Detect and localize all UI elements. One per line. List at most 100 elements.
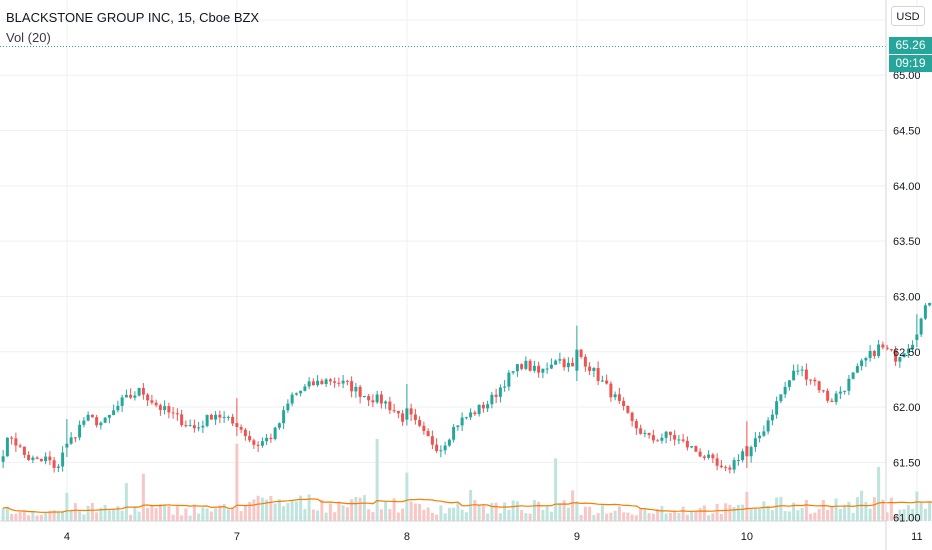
volume-bar — [31, 511, 35, 521]
candle-body — [214, 414, 218, 420]
volume-bar — [660, 506, 664, 521]
candle-body — [923, 305, 927, 319]
candle-body — [95, 417, 99, 426]
volume-ma-line — [3, 498, 932, 513]
candle-body — [498, 387, 502, 397]
volume-bar — [299, 495, 303, 521]
volume-bar — [558, 502, 562, 521]
volume-bar — [843, 505, 847, 521]
volume-bar — [401, 508, 405, 521]
volume-bar — [392, 498, 396, 521]
candle-body — [367, 396, 371, 401]
candle-body — [133, 395, 137, 398]
candle-body — [719, 465, 723, 468]
price-tick-label: 64.50 — [893, 126, 921, 138]
volume-bar — [515, 501, 519, 521]
candle-body — [490, 394, 494, 405]
candle-body — [435, 444, 439, 452]
candle-body — [775, 401, 779, 415]
candle-body — [418, 420, 422, 426]
volume-bar — [681, 506, 685, 521]
currency-button[interactable]: USD — [891, 6, 925, 26]
candle-body — [362, 396, 366, 398]
candle-body — [124, 394, 128, 398]
candle-body — [129, 394, 133, 398]
candle-body — [456, 425, 460, 428]
volume-bar — [673, 510, 677, 521]
candle-body — [779, 394, 783, 402]
volume-bar — [507, 509, 511, 521]
volume-bar — [146, 507, 150, 521]
volume-bar — [1, 507, 5, 521]
volume-bar — [702, 505, 706, 521]
candle-body — [758, 435, 762, 439]
volume-bar — [65, 492, 69, 521]
volume-bar — [583, 506, 587, 521]
candle-body — [61, 452, 65, 467]
volume-bar — [158, 504, 162, 521]
price-axis[interactable]: 61.00 61.50 62.00 62.50 63.00 63.50 64.00 64.50… — [893, 15, 921, 525]
price-tick-label: 65.00 — [893, 70, 921, 82]
candle-body — [226, 416, 230, 418]
volume-bar — [817, 509, 821, 521]
volume-bar — [524, 513, 528, 521]
volume-bar — [328, 503, 332, 521]
volume-bar — [749, 507, 753, 521]
candle-body — [371, 400, 375, 403]
volume-bar — [409, 501, 413, 521]
volume-bar — [222, 503, 226, 521]
volume-bar — [617, 506, 621, 521]
volume-bar — [566, 507, 570, 521]
candle-body — [919, 318, 923, 335]
time-tick-label: 11 — [911, 531, 922, 543]
volume-bar — [647, 513, 651, 521]
volume-bar — [694, 511, 698, 521]
candle-body — [749, 447, 753, 457]
candle-body — [379, 394, 383, 404]
candle-body — [120, 397, 124, 406]
volume-bar — [541, 509, 545, 521]
candle-body — [847, 378, 851, 391]
volume-bar — [163, 504, 167, 521]
candle-body — [745, 446, 749, 457]
volume-bar — [282, 506, 286, 521]
candle-body — [282, 410, 286, 424]
volume-bar — [235, 443, 239, 521]
volume-bar — [898, 509, 902, 521]
candle-body — [1, 456, 5, 462]
time-axis[interactable]: 4789101114151617 — [64, 531, 932, 543]
volume-bar — [5, 507, 9, 521]
candle-body — [821, 390, 825, 392]
candle-body — [320, 380, 324, 385]
candle-body — [273, 427, 277, 440]
volume-bar — [664, 513, 668, 521]
volume-bar — [22, 511, 26, 521]
volume-bar — [745, 491, 749, 521]
candle-body — [99, 422, 103, 426]
volume-bar — [320, 499, 324, 521]
volume-bar — [354, 496, 358, 521]
candle-body — [796, 370, 800, 372]
candle-body — [826, 390, 830, 401]
volume-bar — [762, 501, 766, 521]
volume-bar — [133, 507, 137, 521]
volume-bar — [838, 508, 842, 521]
volume-bar — [430, 512, 434, 521]
candle-body — [643, 432, 647, 434]
candle-body — [197, 427, 201, 429]
candle-body — [324, 379, 328, 385]
volume-bar — [877, 466, 881, 521]
candle-body — [31, 457, 35, 460]
volume-bar — [337, 501, 341, 521]
candle-body — [350, 381, 354, 392]
volume-bar — [868, 508, 872, 521]
volume-bar — [600, 505, 604, 521]
volume-bar — [171, 514, 175, 521]
volume-bar — [792, 502, 796, 521]
candle-body — [443, 445, 447, 451]
volume-bar — [214, 508, 218, 521]
volume-bar — [736, 505, 740, 521]
volume-bar — [192, 504, 196, 521]
candle-body — [78, 424, 82, 438]
